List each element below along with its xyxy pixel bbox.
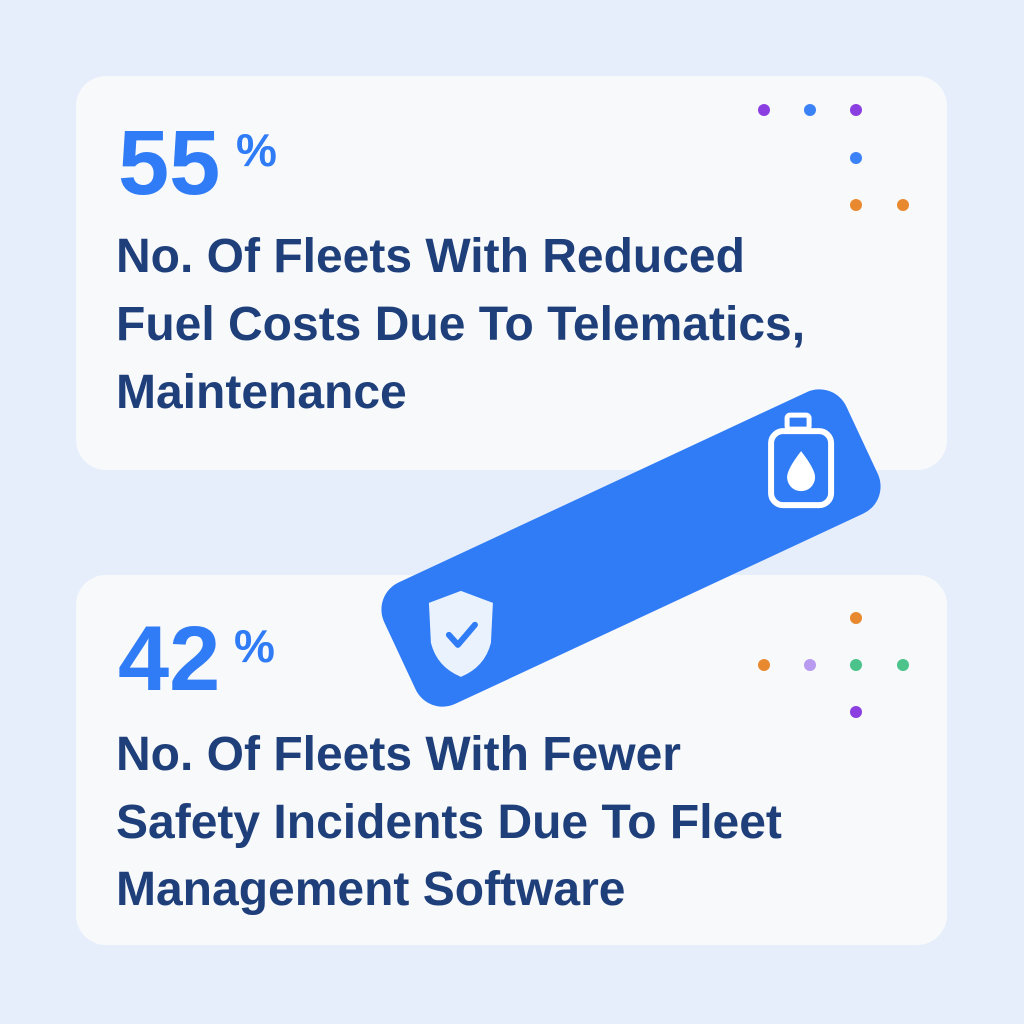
tilted-badge — [381, 389, 881, 707]
stat-label: No. Of Fleets With Reduced — [116, 230, 745, 283]
card — [76, 575, 947, 945]
stat-label: No. Of Fleets With Fewer — [116, 728, 681, 781]
fuel-can-icon — [768, 412, 835, 509]
card — [76, 76, 947, 470]
stat-label: Management Software — [116, 863, 625, 916]
stat-unit: % — [234, 620, 275, 672]
shield-icon — [428, 590, 493, 677]
stat-value: 42 — [118, 608, 220, 710]
stat-label: Fuel Costs Due To Telematics, — [116, 298, 805, 351]
stat-label: Maintenance — [116, 366, 407, 419]
stat-unit: % — [236, 124, 277, 176]
dots — [758, 104, 909, 718]
stat-label: Safety Incidents Due To Fleet — [116, 796, 782, 849]
stat-value: 55 — [118, 112, 220, 214]
